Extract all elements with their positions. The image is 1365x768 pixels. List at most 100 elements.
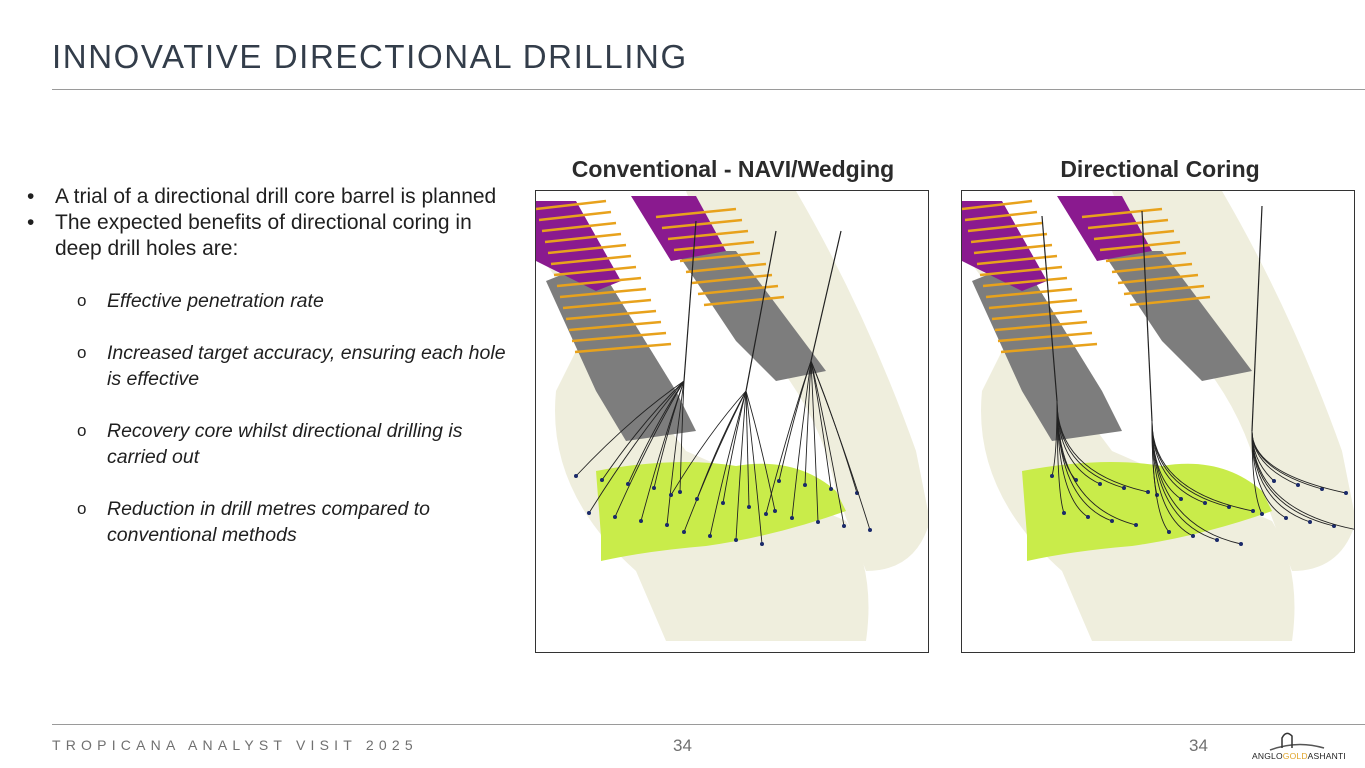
development-drive xyxy=(703,295,785,307)
development-drive xyxy=(985,287,1073,299)
drill-hole-pierce-point xyxy=(1227,505,1231,509)
stopes xyxy=(536,201,621,291)
underground-workings xyxy=(1102,251,1252,381)
drill-hole-branch xyxy=(804,360,812,486)
drill-hole-pierce-point xyxy=(1308,520,1312,524)
bullet-list: • A trial of a directional drill core bar… xyxy=(27,184,517,548)
development-drive xyxy=(973,243,1053,255)
development-drive xyxy=(979,265,1063,277)
development-drive xyxy=(661,218,743,230)
drill-hole-pierce-point xyxy=(665,523,669,527)
drill-hole-pierce-point xyxy=(1284,516,1288,520)
underground-workings xyxy=(676,251,826,381)
drill-hole-pierce-point xyxy=(682,530,686,534)
page-title: INNOVATIVE DIRECTIONAL DRILLING xyxy=(52,38,688,75)
drill-hole-branch xyxy=(670,390,747,496)
drill-hole-parent xyxy=(1251,205,1263,432)
development-drive xyxy=(553,265,637,277)
sub-bullet-text: Effective penetration rate xyxy=(107,290,324,312)
drill-hole-parent xyxy=(1141,210,1153,422)
development-drive xyxy=(970,232,1048,244)
development-drive xyxy=(1123,284,1205,296)
drill-hole-pierce-point xyxy=(574,474,578,478)
development-drive xyxy=(538,210,612,222)
footer-divider xyxy=(52,724,1365,725)
development-drive xyxy=(550,254,632,266)
development-drive xyxy=(556,276,642,288)
drill-hole-pierce-point xyxy=(1098,482,1102,486)
drill-hole-parent xyxy=(745,230,777,392)
drill-hole-parent xyxy=(810,230,842,362)
drill-hole-pierce-point xyxy=(1167,530,1171,534)
directional-coring-image xyxy=(961,190,1355,653)
drill-hole-branch xyxy=(1056,400,1149,493)
drill-hole-branch xyxy=(810,360,845,527)
drill-hole-pierce-point xyxy=(1191,534,1195,538)
drill-hole-parent xyxy=(683,220,697,382)
development-drive xyxy=(1105,251,1187,263)
drill-hole-pierce-point xyxy=(1296,483,1300,487)
development-drive xyxy=(697,284,779,296)
drill-hole-pierce-point xyxy=(1179,497,1183,501)
development-drive xyxy=(991,309,1083,321)
drill-hole-pierce-point xyxy=(678,490,682,494)
footer-text: TROPICANA ANALYST VISIT 2025 xyxy=(52,737,418,753)
drill-hole-pierce-point xyxy=(842,524,846,528)
drill-hole-pierce-point xyxy=(1251,509,1255,513)
development-drive xyxy=(536,199,607,211)
directional-caption: Directional Coring xyxy=(1060,156,1260,182)
drill-hole-pierce-point xyxy=(613,515,617,519)
development-drive xyxy=(685,262,767,274)
drill-hole-pierce-point xyxy=(760,542,764,546)
drill-hole-pierce-point xyxy=(829,487,833,491)
development-drive xyxy=(1081,207,1163,219)
drill-hole-branch xyxy=(745,390,776,512)
development-drive xyxy=(1093,229,1175,241)
development-drive xyxy=(976,254,1058,266)
drill-hole-pierce-point xyxy=(790,516,794,520)
drill-hole-pierce-point xyxy=(803,483,807,487)
drill-hole-pierce-point xyxy=(1203,501,1207,505)
drill-hole-branch xyxy=(709,390,747,537)
drill-hole-parent xyxy=(1041,215,1058,402)
drill-hole-branch xyxy=(1251,430,1347,494)
drill-hole-pierce-point xyxy=(669,493,673,497)
drill-hole-branch xyxy=(627,380,685,485)
bullet-item: • The expected benefits of directional co… xyxy=(27,211,472,260)
bullet-text: A trial of a directional drill core barr… xyxy=(55,185,497,208)
sub-bullet-marker: o xyxy=(77,343,87,362)
development-drive xyxy=(994,320,1088,332)
drill-hole-branch xyxy=(1056,400,1137,526)
drill-hole-pierce-point xyxy=(1260,512,1264,516)
sub-bullet-text: Recovery core whilst directional drillin… xyxy=(107,420,463,468)
sub-bullet-item: o Increased target accuracy, ensuring eac… xyxy=(27,340,517,392)
drill-hole-pierce-point xyxy=(747,505,751,509)
drill-hole-branch xyxy=(1251,430,1354,530)
drill-hole-branch xyxy=(810,360,819,523)
development-drive xyxy=(988,298,1078,310)
development-drive xyxy=(655,207,737,219)
sub-bullet-marker: o xyxy=(77,499,87,518)
drill-hole-branch xyxy=(653,380,685,489)
drill-hole-branch xyxy=(696,390,747,500)
drill-hole-branch xyxy=(575,380,685,477)
development-drive xyxy=(568,320,662,332)
drill-hole-pierce-point xyxy=(652,486,656,490)
drill-hole-branch xyxy=(810,360,832,490)
drill-hole-branch xyxy=(1151,420,1254,512)
development-drive xyxy=(691,273,773,285)
drill-hole-pierce-point xyxy=(1272,479,1276,483)
drill-hole-branch xyxy=(778,360,812,482)
target-surface xyxy=(1022,462,1272,561)
drill-hole-pierce-point xyxy=(587,511,591,515)
development-drive xyxy=(571,331,667,343)
drill-hole-pierce-point xyxy=(777,479,781,483)
drill-hole-branch xyxy=(1151,420,1242,545)
development-drive xyxy=(1117,273,1199,285)
anglogoldashanti-logo: ANGLOGOLDASHANTI xyxy=(1252,730,1352,764)
development-drive xyxy=(982,276,1068,288)
stopes xyxy=(962,201,1047,291)
sub-bullet-item: o Effective penetration rate xyxy=(27,288,517,314)
development-drive xyxy=(574,342,672,354)
drill-hole-pierce-point xyxy=(773,509,777,513)
